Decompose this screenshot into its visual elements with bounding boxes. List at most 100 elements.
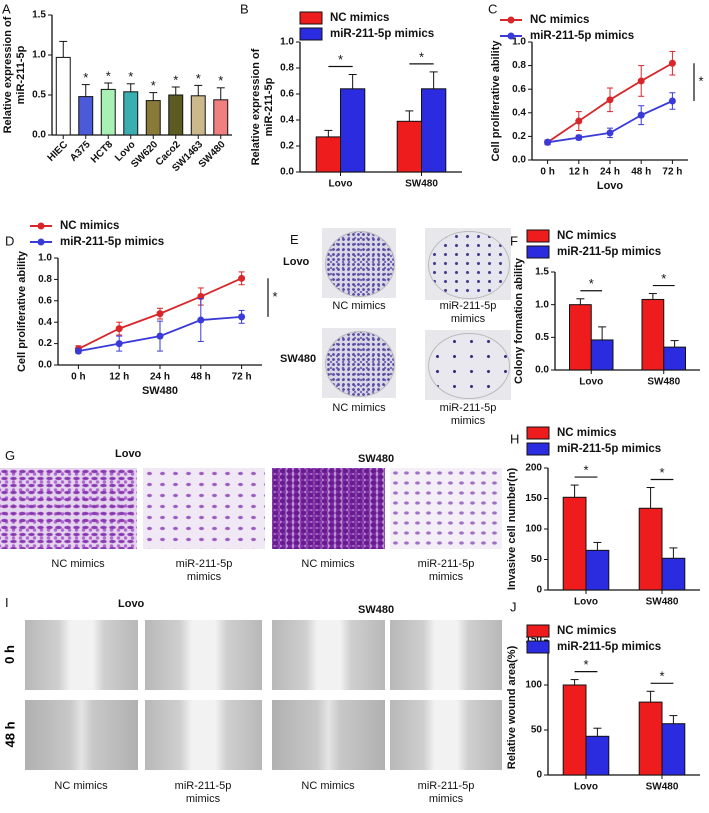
panel-letter: A	[2, 1, 11, 16]
legend-label: miR-211-5p mimics	[330, 28, 434, 40]
panel-letter: J	[510, 599, 517, 614]
y-tick-label: 1.0	[38, 253, 52, 264]
x-tick-label: 48 h	[191, 372, 211, 383]
legend-swatch	[526, 640, 550, 654]
image-caption: miR-211-5p mimics	[174, 780, 232, 805]
bar	[661, 723, 686, 776]
wound-image	[390, 620, 502, 690]
significance: *	[83, 70, 88, 85]
point	[668, 59, 676, 67]
legend-label: miR-211-5p mimics	[557, 641, 661, 653]
y-tick-label: 0.0	[535, 365, 549, 376]
legend-swatch	[37, 238, 45, 246]
x-tick-label: HCT8	[89, 139, 116, 166]
legend-swatch	[37, 222, 45, 230]
panel-letter: E	[290, 232, 299, 247]
y-tick-label: 0.0	[32, 130, 46, 141]
bar	[421, 88, 447, 173]
y-tick-label: 200	[525, 463, 542, 474]
point	[115, 325, 123, 333]
legend-label: miR-211-5p mimics	[557, 246, 661, 258]
legend-swatch	[299, 11, 323, 25]
point	[238, 313, 246, 321]
legend-swatch	[526, 442, 550, 456]
x-tick-label: Lovo	[574, 597, 598, 608]
x-tick-label: SW480	[405, 179, 438, 190]
bar	[168, 94, 184, 136]
panel-letter: H	[510, 431, 519, 446]
x-tick-label: 24 h	[150, 372, 170, 383]
y-tick-label: 0.8	[280, 63, 294, 74]
y-tick-label: 0.4	[512, 107, 526, 118]
image-caption: miR-211-5p mimics	[439, 402, 497, 427]
bar	[123, 91, 139, 136]
x-tick-label: 72 h	[232, 372, 252, 383]
significance: *	[196, 71, 201, 86]
significance: *	[338, 52, 343, 67]
panel-letter: C	[488, 1, 497, 16]
y-axis-label: Colony formation ability	[513, 257, 525, 384]
y-tick-label: 0.0	[280, 167, 294, 178]
legend-label: miR-211-5p mimics	[557, 443, 661, 455]
significance: *	[583, 657, 588, 672]
x-axis-label: SW480	[142, 385, 178, 397]
significance: *	[272, 289, 277, 304]
legend-label: NC mimics	[557, 625, 616, 637]
x-tick-label: Lovo	[329, 179, 353, 190]
x-tick-label: SW480	[646, 597, 679, 608]
legend-label: NC mimics	[557, 427, 616, 439]
colony-image	[425, 228, 511, 300]
bar	[661, 557, 686, 591]
image-caption: NC mimics	[332, 402, 386, 414]
panel-letter: D	[5, 233, 14, 248]
bar	[145, 100, 161, 136]
y-tick-label: 100	[525, 524, 542, 535]
x-axis-label: Lovo	[597, 180, 624, 192]
transwell-image	[390, 468, 502, 549]
y-tick-label: 1.0	[512, 37, 526, 48]
y-tick-label: 0.2	[512, 131, 526, 142]
image-caption: miR-211-5p mimics	[417, 780, 475, 805]
point	[637, 111, 645, 119]
point	[74, 347, 82, 355]
x-tick-label: HIEC	[46, 139, 71, 164]
legend-swatch	[526, 229, 550, 243]
y-tick-label: 0.4	[38, 317, 52, 328]
group-label: Lovo	[118, 598, 145, 610]
image-caption: NC mimics	[54, 780, 108, 792]
x-tick-label: Lovo	[579, 377, 603, 388]
wound-image	[272, 700, 385, 770]
bar	[396, 120, 423, 173]
point	[115, 340, 123, 348]
significance: *	[698, 74, 703, 89]
y-tick-label: 0.0	[38, 360, 52, 371]
y-tick-label: 1.5	[32, 10, 46, 21]
significance: *	[128, 69, 133, 84]
bar	[55, 56, 71, 136]
bar	[562, 684, 587, 776]
significance: *	[589, 276, 594, 291]
y-tick-label: 50	[531, 725, 543, 736]
panel-letter: B	[240, 1, 249, 16]
significance: *	[661, 271, 666, 286]
legend-label: NC mimics	[330, 12, 389, 24]
wound-image	[145, 620, 262, 690]
image-caption: NC mimics	[332, 300, 386, 312]
group-label: SW480	[358, 453, 395, 465]
x-tick-label: 12 h	[109, 372, 129, 383]
image-caption: NC mimics	[301, 558, 355, 570]
x-tick-label: 24 h	[600, 167, 620, 178]
legend-swatch	[526, 426, 550, 440]
bar	[78, 96, 94, 136]
point	[544, 138, 552, 146]
legend-swatch	[507, 32, 515, 40]
significance: *	[173, 72, 178, 87]
bar	[315, 136, 342, 173]
bar	[340, 88, 366, 173]
significance: *	[659, 669, 664, 684]
y-tick-label: 0	[536, 585, 542, 596]
y-axis-label: Cell proliferative ability	[16, 250, 28, 372]
y-tick-label: 0.2	[280, 141, 294, 152]
bar	[585, 549, 610, 591]
